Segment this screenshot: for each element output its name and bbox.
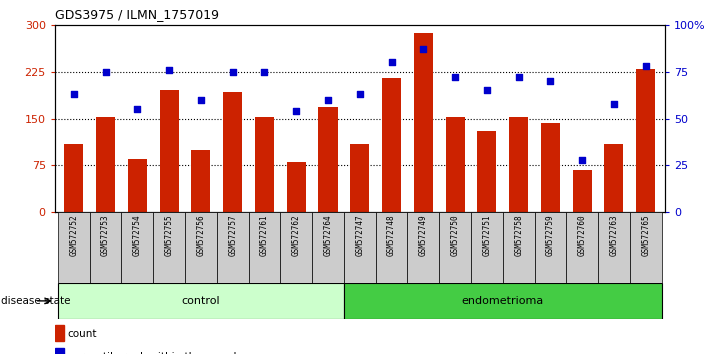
Bar bbox=[439, 212, 471, 283]
Bar bbox=[351, 144, 369, 212]
Point bbox=[449, 74, 461, 80]
Text: GSM572748: GSM572748 bbox=[387, 215, 396, 256]
Point bbox=[545, 78, 556, 84]
Bar bbox=[191, 150, 210, 212]
Bar bbox=[566, 212, 598, 283]
Point bbox=[259, 69, 270, 74]
Bar bbox=[55, 348, 64, 354]
Bar bbox=[58, 283, 344, 319]
Bar bbox=[96, 117, 115, 212]
Bar bbox=[255, 117, 274, 212]
Bar bbox=[344, 212, 375, 283]
Text: GDS3975 / ILMN_1757019: GDS3975 / ILMN_1757019 bbox=[55, 8, 219, 21]
Point bbox=[322, 97, 333, 103]
Bar bbox=[535, 212, 566, 283]
Bar bbox=[630, 212, 662, 283]
Bar bbox=[471, 212, 503, 283]
Bar bbox=[55, 325, 64, 342]
Point bbox=[227, 69, 238, 74]
Text: GSM572756: GSM572756 bbox=[196, 215, 205, 256]
Text: control: control bbox=[181, 296, 220, 306]
Bar bbox=[375, 212, 407, 283]
Text: GSM572764: GSM572764 bbox=[324, 215, 333, 256]
Bar bbox=[572, 170, 592, 212]
Point bbox=[291, 108, 302, 114]
Bar bbox=[312, 212, 344, 283]
Bar bbox=[636, 69, 656, 212]
Point bbox=[513, 74, 524, 80]
Bar bbox=[287, 162, 306, 212]
Text: GSM572761: GSM572761 bbox=[260, 215, 269, 256]
Bar bbox=[223, 92, 242, 212]
Text: GSM572765: GSM572765 bbox=[641, 215, 651, 256]
Point bbox=[164, 67, 175, 73]
Bar bbox=[64, 144, 83, 212]
Point bbox=[481, 87, 493, 93]
Bar bbox=[509, 117, 528, 212]
Point bbox=[386, 59, 397, 65]
Bar bbox=[414, 33, 433, 212]
Point bbox=[354, 91, 365, 97]
Bar bbox=[280, 212, 312, 283]
Point bbox=[640, 63, 651, 69]
Text: GSM572758: GSM572758 bbox=[514, 215, 523, 256]
Text: GSM572753: GSM572753 bbox=[101, 215, 110, 256]
Bar bbox=[407, 212, 439, 283]
Text: GSM572763: GSM572763 bbox=[609, 215, 619, 256]
Text: GSM572751: GSM572751 bbox=[482, 215, 491, 256]
Text: GSM572757: GSM572757 bbox=[228, 215, 237, 256]
Text: GSM572760: GSM572760 bbox=[577, 215, 587, 256]
Text: GSM572752: GSM572752 bbox=[69, 215, 78, 256]
Bar bbox=[159, 90, 178, 212]
Text: GSM572754: GSM572754 bbox=[133, 215, 142, 256]
Text: GSM572747: GSM572747 bbox=[356, 215, 364, 256]
Bar bbox=[128, 159, 147, 212]
Bar bbox=[217, 212, 249, 283]
Bar bbox=[382, 78, 401, 212]
Bar bbox=[503, 212, 535, 283]
Bar bbox=[154, 212, 185, 283]
Point bbox=[577, 157, 588, 163]
Bar bbox=[122, 212, 154, 283]
Point bbox=[68, 91, 80, 97]
Text: percentile rank within the sample: percentile rank within the sample bbox=[67, 352, 243, 354]
Text: endometrioma: endometrioma bbox=[461, 296, 544, 306]
Text: GSM572759: GSM572759 bbox=[546, 215, 555, 256]
Bar bbox=[90, 212, 122, 283]
Text: disease state: disease state bbox=[1, 296, 71, 306]
Bar bbox=[344, 283, 662, 319]
Text: GSM572749: GSM572749 bbox=[419, 215, 428, 256]
Point bbox=[132, 106, 143, 112]
Point bbox=[100, 69, 111, 74]
Bar bbox=[185, 212, 217, 283]
Bar bbox=[249, 212, 280, 283]
Bar bbox=[446, 117, 464, 212]
Bar bbox=[319, 107, 338, 212]
Point bbox=[609, 101, 620, 107]
Point bbox=[417, 46, 429, 52]
Text: GSM572762: GSM572762 bbox=[292, 215, 301, 256]
Bar bbox=[477, 131, 496, 212]
Bar bbox=[598, 212, 630, 283]
Bar bbox=[604, 144, 624, 212]
Bar bbox=[58, 212, 90, 283]
Text: GSM572750: GSM572750 bbox=[451, 215, 459, 256]
Point bbox=[196, 97, 207, 103]
Text: GSM572755: GSM572755 bbox=[165, 215, 173, 256]
Bar bbox=[541, 123, 560, 212]
Text: count: count bbox=[67, 329, 97, 339]
